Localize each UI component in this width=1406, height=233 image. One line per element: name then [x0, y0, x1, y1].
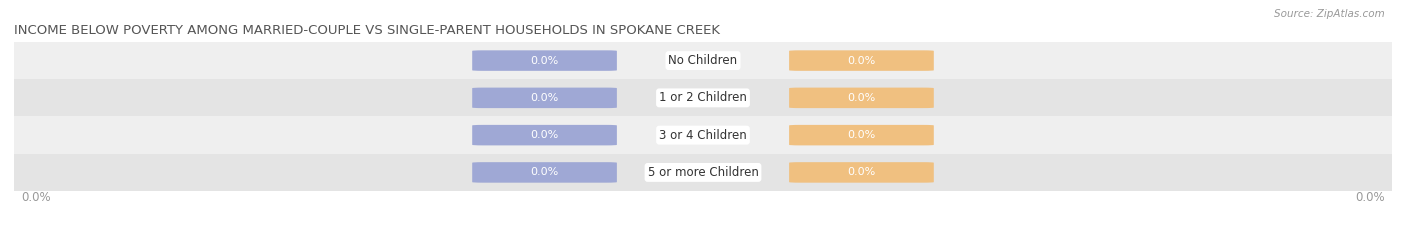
- Text: 0.0%: 0.0%: [848, 130, 876, 140]
- FancyBboxPatch shape: [472, 50, 617, 71]
- Text: 0.0%: 0.0%: [848, 56, 876, 65]
- Bar: [14, 154, 1392, 191]
- FancyBboxPatch shape: [789, 88, 934, 108]
- FancyBboxPatch shape: [472, 125, 617, 145]
- FancyBboxPatch shape: [472, 162, 617, 183]
- Bar: [14, 116, 1392, 154]
- Text: 5 or more Children: 5 or more Children: [648, 166, 758, 179]
- FancyBboxPatch shape: [789, 50, 934, 71]
- FancyBboxPatch shape: [789, 162, 934, 183]
- Text: 0.0%: 0.0%: [530, 168, 558, 177]
- Text: 0.0%: 0.0%: [848, 168, 876, 177]
- Text: 0.0%: 0.0%: [848, 93, 876, 103]
- Text: 3 or 4 Children: 3 or 4 Children: [659, 129, 747, 142]
- Text: 0.0%: 0.0%: [530, 93, 558, 103]
- Text: 0.0%: 0.0%: [21, 191, 51, 204]
- FancyBboxPatch shape: [789, 125, 934, 145]
- Text: No Children: No Children: [668, 54, 738, 67]
- Text: INCOME BELOW POVERTY AMONG MARRIED-COUPLE VS SINGLE-PARENT HOUSEHOLDS IN SPOKANE: INCOME BELOW POVERTY AMONG MARRIED-COUPL…: [14, 24, 720, 37]
- Text: 1 or 2 Children: 1 or 2 Children: [659, 91, 747, 104]
- Text: 0.0%: 0.0%: [530, 56, 558, 65]
- Text: Source: ZipAtlas.com: Source: ZipAtlas.com: [1274, 9, 1385, 19]
- Bar: [14, 79, 1392, 116]
- Text: 0.0%: 0.0%: [530, 130, 558, 140]
- Text: 0.0%: 0.0%: [1355, 191, 1385, 204]
- Bar: [14, 42, 1392, 79]
- FancyBboxPatch shape: [472, 88, 617, 108]
